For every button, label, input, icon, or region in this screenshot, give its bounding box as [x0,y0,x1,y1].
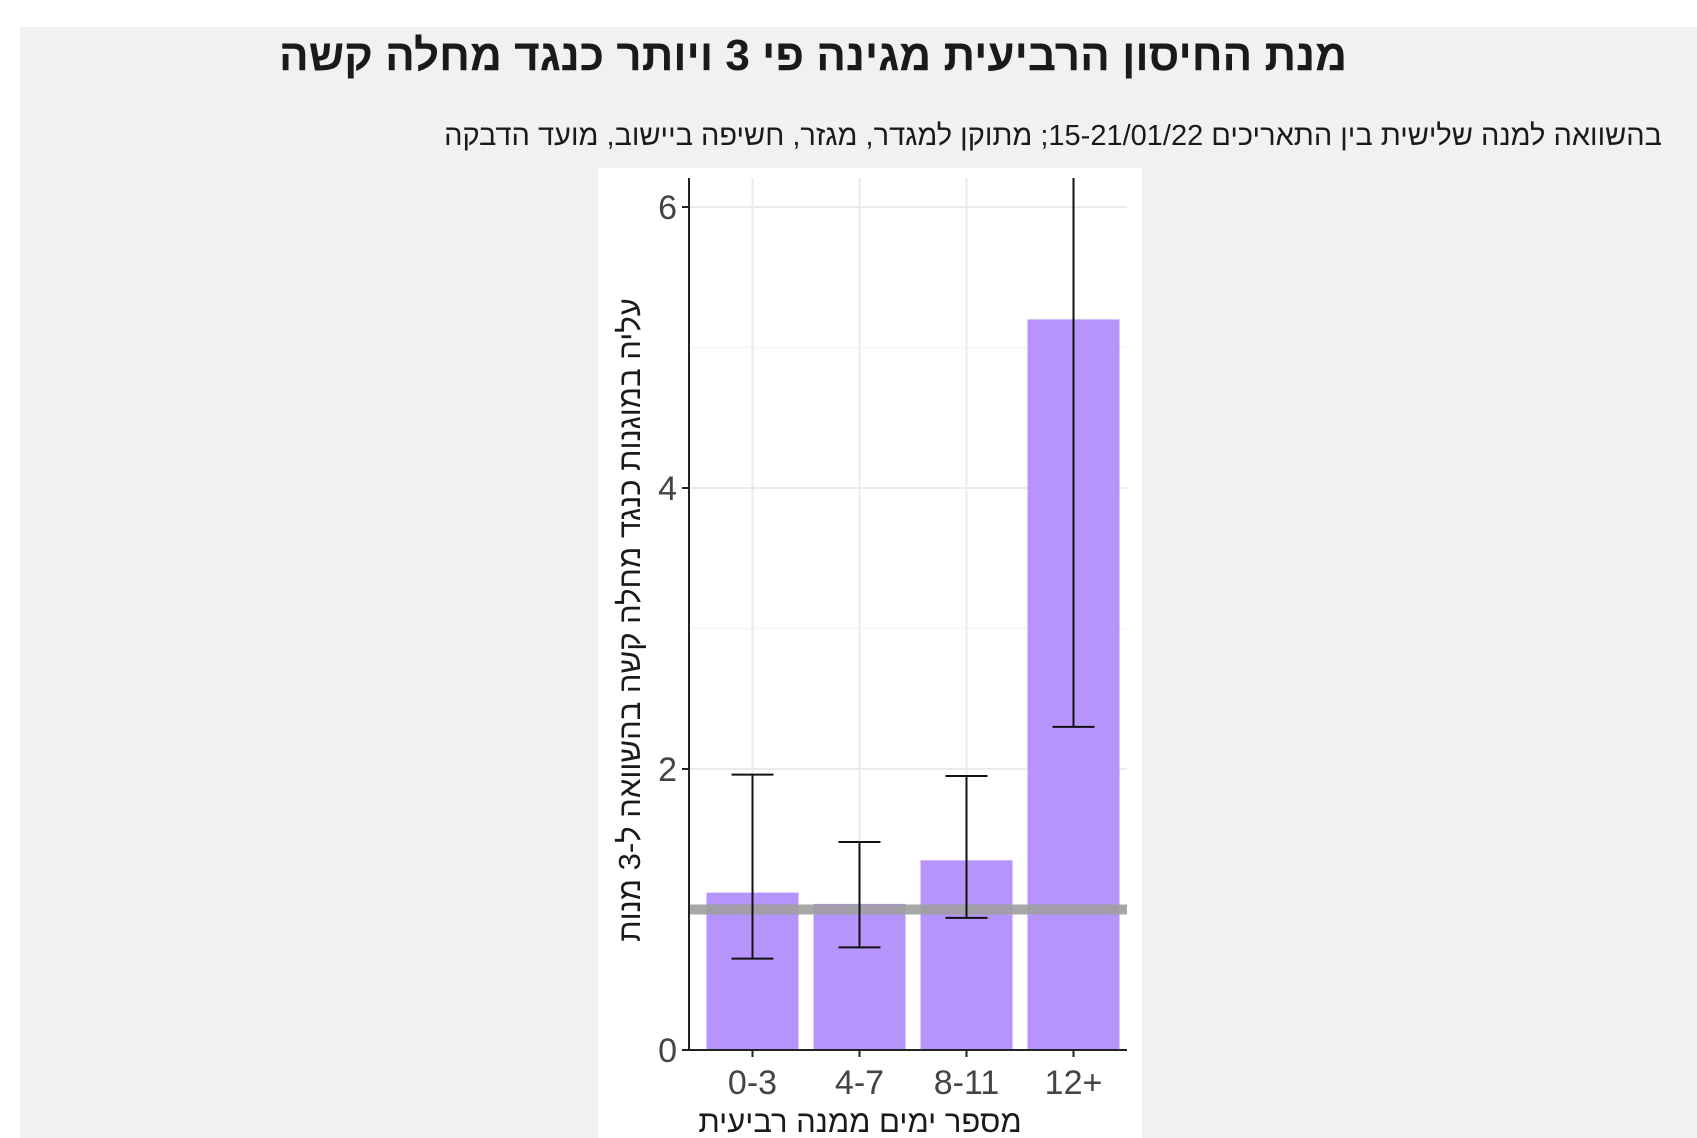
x-axis-label: מספר ימים ממנה רביעית [698,1104,1021,1138]
axes [682,178,1127,1057]
x-tick-labels: 0-3 4-7 8-11 12+ [728,1064,1102,1102]
chart-title: מנת החיסון הרביעית מגינה פי 3 ויותר כנגד… [278,31,1348,80]
x-tick-label: 12+ [1045,1064,1103,1102]
chart-subtitle: בהשוואה למנה שלישית בין התאריכים 15-21/0… [444,120,1662,152]
y-tick-label: 4 [658,470,677,508]
y-tick-labels: 0 2 4 6 [658,189,677,1070]
x-tick-label: 4-7 [835,1064,884,1102]
y-tick-label: 0 [658,1032,677,1070]
y-tick-label: 6 [658,189,677,227]
x-tick-label: 0-3 [728,1064,777,1102]
y-axis-label: עליה במוגנות כנגד מחלה קשה בהשוואה ל-3 מ… [612,298,647,942]
y-tick-label: 2 [658,751,677,789]
error-bars [731,178,1095,960]
x-tick-label: 8-11 [934,1064,1000,1102]
